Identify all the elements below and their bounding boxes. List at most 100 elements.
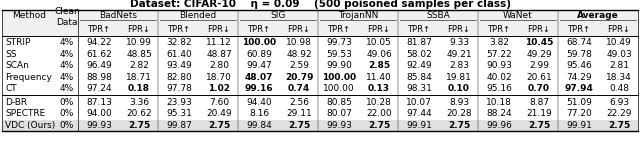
Text: 2.82: 2.82	[129, 61, 149, 70]
Text: SS: SS	[5, 50, 17, 59]
Text: 2.75: 2.75	[208, 121, 230, 130]
Text: SPECTRE: SPECTRE	[5, 109, 45, 118]
Text: 93.49: 93.49	[166, 61, 192, 70]
Text: 100.00: 100.00	[323, 84, 355, 93]
Text: 49.29: 49.29	[526, 50, 552, 59]
Text: TPR↑: TPR↑	[488, 26, 511, 35]
Text: 2.75: 2.75	[368, 121, 390, 130]
Text: 99.16: 99.16	[244, 84, 273, 93]
Text: SSBA: SSBA	[426, 10, 450, 19]
Text: 95.16: 95.16	[486, 84, 512, 93]
Text: D-BR: D-BR	[5, 98, 27, 107]
Text: 99.47: 99.47	[246, 61, 272, 70]
Bar	[2, 10, 638, 36]
Text: 23.93: 23.93	[166, 98, 192, 107]
Text: Clean
Data: Clean Data	[54, 7, 80, 27]
Text: FPR↓: FPR↓	[527, 26, 550, 35]
Text: 3.36: 3.36	[129, 98, 149, 107]
Text: 4%: 4%	[60, 50, 74, 59]
Text: 19.81: 19.81	[446, 73, 472, 82]
Text: VDC (Ours): VDC (Ours)	[5, 121, 55, 130]
Text: 0.18: 0.18	[128, 84, 150, 93]
Text: 2.83: 2.83	[449, 61, 469, 70]
Text: 8.93: 8.93	[449, 98, 469, 107]
Text: WaNet: WaNet	[503, 10, 533, 19]
Text: 99.87: 99.87	[166, 121, 192, 130]
Text: 11.40: 11.40	[366, 73, 392, 82]
Text: 10.18: 10.18	[486, 98, 512, 107]
Text: 10.05: 10.05	[366, 38, 392, 47]
Text: 2.99: 2.99	[529, 61, 549, 70]
Text: 94.22: 94.22	[86, 38, 112, 47]
Text: 99.91: 99.91	[566, 121, 592, 130]
Text: 0.13: 0.13	[368, 84, 390, 93]
Text: 10.98: 10.98	[286, 38, 312, 47]
Text: 49.21: 49.21	[446, 50, 472, 59]
Text: 0.10: 0.10	[448, 84, 470, 93]
Text: TPR↑: TPR↑	[328, 26, 351, 35]
Text: 2.80: 2.80	[209, 61, 229, 70]
Text: 97.44: 97.44	[406, 109, 432, 118]
Text: 88.24: 88.24	[486, 109, 512, 118]
Text: 2.85: 2.85	[368, 61, 390, 70]
Text: 58.02: 58.02	[406, 50, 432, 59]
Text: 0%: 0%	[60, 121, 74, 130]
Text: 95.46: 95.46	[566, 61, 592, 70]
Text: 2.59: 2.59	[289, 61, 309, 70]
Text: CT: CT	[5, 84, 17, 93]
Text: 4%: 4%	[60, 38, 74, 47]
Text: 97.94: 97.94	[564, 84, 593, 93]
Text: TPR↑: TPR↑	[408, 26, 431, 35]
Text: BadNets: BadNets	[99, 10, 137, 19]
Text: 94.00: 94.00	[86, 109, 112, 118]
Text: 2.56: 2.56	[289, 98, 309, 107]
Text: 8.87: 8.87	[529, 98, 549, 107]
Text: Blended: Blended	[179, 10, 216, 19]
Text: 3.82: 3.82	[489, 38, 509, 47]
Bar	[2, 119, 638, 131]
Text: 81.87: 81.87	[406, 38, 432, 47]
Text: 82.80: 82.80	[166, 73, 192, 82]
Text: 94.40: 94.40	[246, 98, 272, 107]
Text: 2.81: 2.81	[609, 61, 629, 70]
Text: 20.28: 20.28	[446, 109, 472, 118]
Text: 99.91: 99.91	[406, 121, 432, 130]
Text: 1.02: 1.02	[208, 84, 230, 93]
Text: 32.82: 32.82	[166, 38, 192, 47]
Text: Dataset: CIFAR-10    η = 0.09    (500 poisoned samples per class): Dataset: CIFAR-10 η = 0.09 (500 poisoned…	[129, 0, 511, 9]
Text: 59.53: 59.53	[326, 50, 352, 59]
Text: 49.03: 49.03	[606, 50, 632, 59]
Text: Frequency: Frequency	[5, 73, 52, 82]
Text: 8.16: 8.16	[249, 109, 269, 118]
Text: 99.96: 99.96	[486, 121, 512, 130]
Text: 10.99: 10.99	[126, 38, 152, 47]
Text: 80.85: 80.85	[326, 98, 352, 107]
Text: 48.87: 48.87	[206, 50, 232, 59]
Text: 61.40: 61.40	[166, 50, 192, 59]
Text: 48.92: 48.92	[286, 50, 312, 59]
Text: 59.78: 59.78	[566, 50, 592, 59]
Text: FPR↓: FPR↓	[607, 26, 630, 35]
Text: SCAn: SCAn	[5, 61, 29, 70]
Text: 80.07: 80.07	[326, 109, 352, 118]
Text: 22.29: 22.29	[606, 109, 632, 118]
Text: 22.00: 22.00	[366, 109, 392, 118]
Text: 49.06: 49.06	[366, 50, 392, 59]
Text: 0.48: 0.48	[609, 84, 629, 93]
Text: 95.31: 95.31	[166, 109, 192, 118]
Text: 7.60: 7.60	[209, 98, 229, 107]
Text: 60.89: 60.89	[246, 50, 272, 59]
Text: TPR↑: TPR↑	[88, 26, 111, 35]
Text: 99.90: 99.90	[326, 61, 352, 70]
Text: 99.84: 99.84	[246, 121, 272, 130]
Text: SIG: SIG	[270, 10, 285, 19]
Text: 61.62: 61.62	[86, 50, 112, 59]
Text: 100.00: 100.00	[242, 38, 276, 47]
Text: 18.70: 18.70	[206, 73, 232, 82]
Text: 2.75: 2.75	[528, 121, 550, 130]
Text: 29.11: 29.11	[286, 109, 312, 118]
Text: 20.61: 20.61	[526, 73, 552, 82]
Text: 2.75: 2.75	[128, 121, 150, 130]
Text: 2.75: 2.75	[608, 121, 630, 130]
Text: 99.73: 99.73	[326, 38, 352, 47]
